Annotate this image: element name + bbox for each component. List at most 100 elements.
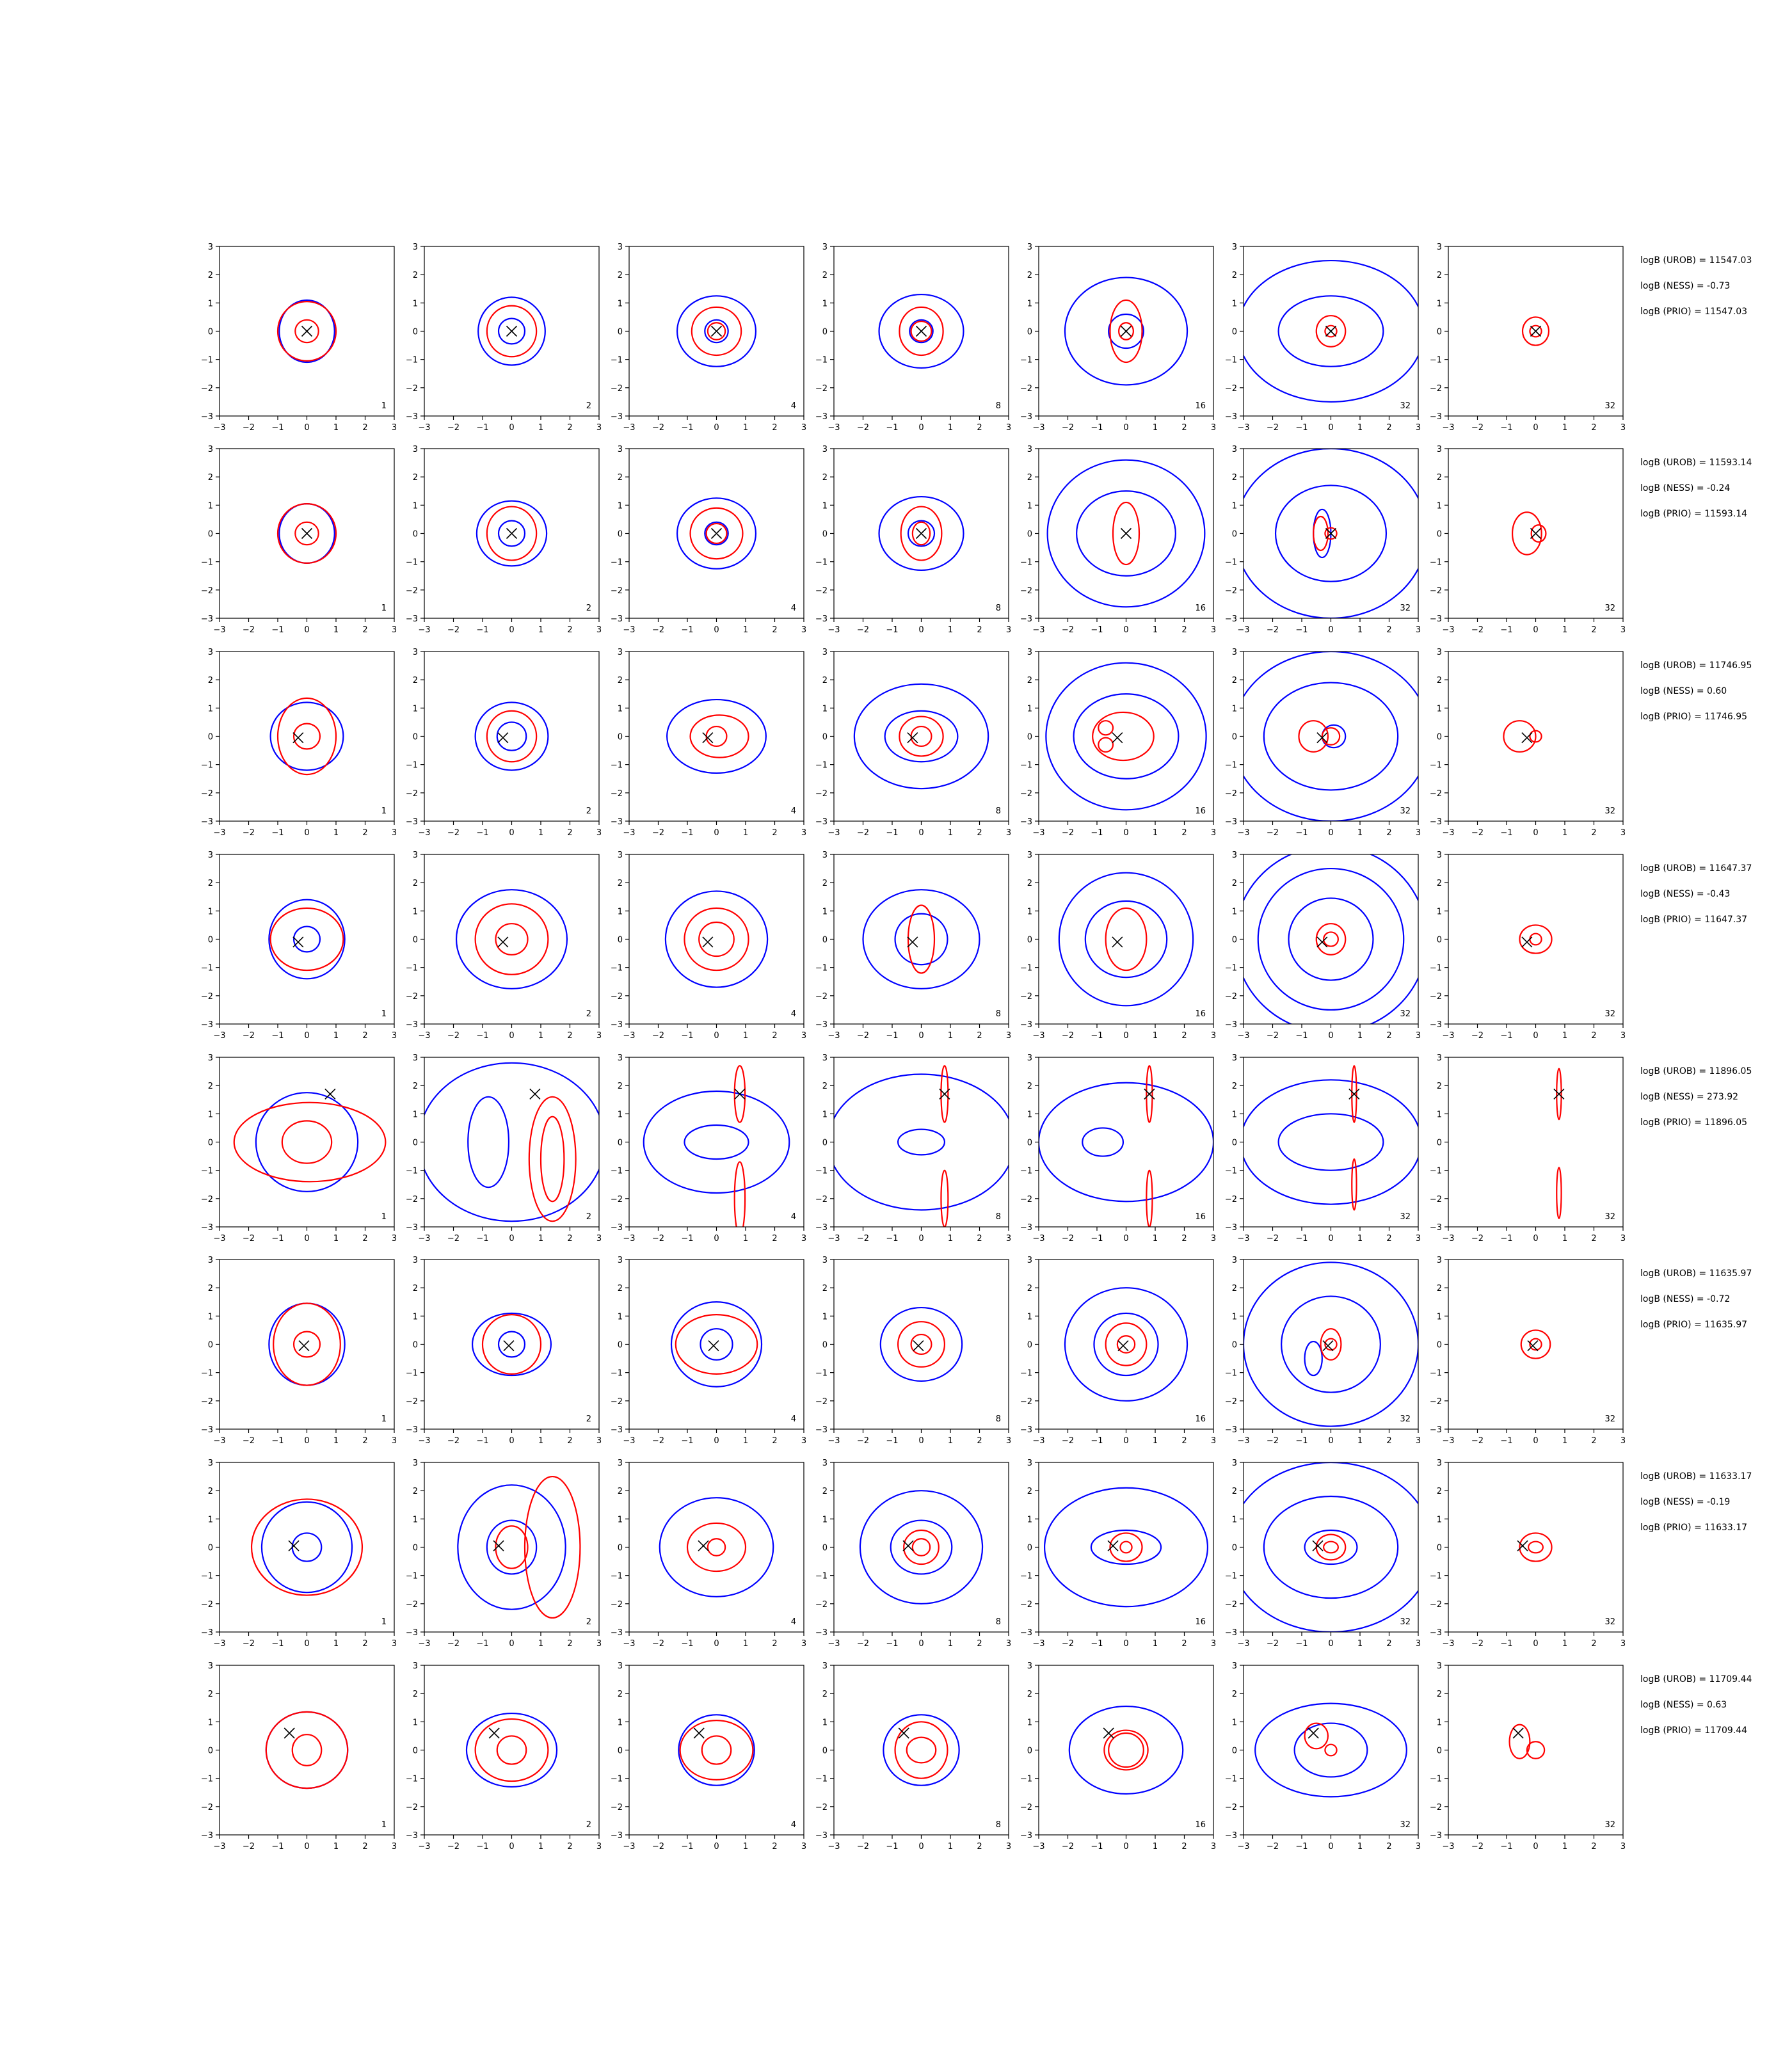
x-tick-label: −2 <box>652 1639 664 1649</box>
x-tick-label: 2 <box>772 1436 777 1446</box>
x-tick-label: 0 <box>509 1031 514 1041</box>
x-tick-label: −3 <box>1237 1436 1249 1446</box>
panel-count-label: 32 <box>1604 1009 1615 1019</box>
x-tick-label: 1 <box>743 1234 748 1244</box>
y-tick-label: 1 <box>822 704 828 714</box>
x-tick-label: 0 <box>918 625 924 635</box>
x-tick-label: −3 <box>418 1031 430 1041</box>
y-tick-label: −2 <box>406 1397 418 1407</box>
x-tick-label: 0 <box>714 423 719 433</box>
blue-contour <box>834 1073 1009 1211</box>
blue-contour <box>897 1128 945 1156</box>
x-tick-label: 1 <box>538 828 543 838</box>
axes-frame <box>1448 1462 1624 1633</box>
subplot: −3−3 −2 −2 −1 −1 0 0 1 1 2 2 3 3 8 <box>815 243 1011 433</box>
red-contour <box>1315 1533 1347 1561</box>
y-tick-label: 3 <box>1027 1053 1032 1063</box>
y-tick-label: −1 <box>1430 1167 1442 1176</box>
panel-count-label: 1 <box>381 1212 387 1222</box>
x-tick-label: 1 <box>333 1234 339 1244</box>
red-contour <box>1098 737 1114 753</box>
panel-count-label: 8 <box>996 1009 1001 1019</box>
x-tick-label: 1 <box>333 423 339 433</box>
x-marker <box>1144 1088 1155 1100</box>
blue-contour <box>1108 313 1144 349</box>
y-tick-label: 1 <box>208 704 213 714</box>
y-tick-label: −2 <box>1430 384 1442 394</box>
subplot: −3−3 −2 −2 −1 −1 0 0 1 1 2 2 3 3 32 <box>1225 1459 1421 1649</box>
y-tick-label: −3 <box>1225 412 1237 422</box>
panel-count-label: 4 <box>791 1212 796 1222</box>
y-tick-label: −3 <box>406 1223 418 1233</box>
x-tick-label: 0 <box>1328 625 1333 635</box>
y-tick-label: −2 <box>201 1600 213 1610</box>
y-tick-label: 3 <box>1232 1459 1237 1468</box>
x-marker <box>497 936 509 948</box>
axes-frame <box>1243 651 1419 822</box>
y-tick-label: 0 <box>822 733 828 742</box>
y-tick-label: 1 <box>1232 1110 1237 1119</box>
x-tick-label: −3 <box>213 1031 225 1041</box>
x-tick-label: −1 <box>1500 1842 1512 1852</box>
x-tick-label: −1 <box>886 1031 898 1041</box>
subplot: −3−3 −2 −2 −1 −1 0 0 1 1 2 2 3 3 2 <box>406 1661 602 1852</box>
x-tick-label: −2 <box>1267 1436 1279 1446</box>
x-tick-label: −1 <box>681 1031 693 1041</box>
y-tick-label: 0 <box>1437 1139 1442 1148</box>
blue-contour <box>704 521 729 546</box>
y-tick-label: −3 <box>201 1831 213 1841</box>
y-tick-label: −1 <box>1430 1369 1442 1379</box>
y-tick-label: −2 <box>815 1195 828 1204</box>
panel-count-label: 16 <box>1195 604 1206 613</box>
y-tick-label: −1 <box>1430 964 1442 973</box>
blue-contour <box>676 497 757 570</box>
blue-contour <box>1277 295 1384 367</box>
red-contour <box>940 1065 949 1123</box>
x-tick-label: 2 <box>1591 1436 1596 1446</box>
x-tick-label: −2 <box>857 1234 869 1244</box>
y-tick-label: 3 <box>1232 648 1237 657</box>
y-tick-label: −2 <box>611 1397 623 1407</box>
x-tick-label: −2 <box>1267 1639 1279 1649</box>
x-tick-label: 0 <box>1328 423 1333 433</box>
x-tick-label: −3 <box>623 1234 635 1244</box>
blue-contour <box>496 721 527 751</box>
x-tick-label: 0 <box>714 1031 719 1041</box>
x-tick-label: 1 <box>1357 625 1363 635</box>
y-tick-label: 2 <box>1437 676 1442 685</box>
panel-count-label: 2 <box>586 604 591 613</box>
y-tick-label: −2 <box>815 586 828 596</box>
panel-count-label: 32 <box>1400 1820 1411 1830</box>
x-tick-label: 1 <box>1562 1031 1567 1041</box>
y-tick-label: 2 <box>1437 1487 1442 1496</box>
x-marker <box>506 527 518 540</box>
y-tick-label: −1 <box>406 1167 418 1176</box>
panel-count-label: 4 <box>791 1414 796 1424</box>
red-contour <box>1520 1329 1551 1359</box>
x-tick-label: 1 <box>948 1234 953 1244</box>
x-tick-label: 3 <box>596 1234 602 1244</box>
subplot: −3−3 −2 −2 −1 −1 0 0 1 1 2 2 3 3 32 <box>1430 445 1626 635</box>
x-tick-label: 1 <box>948 625 953 635</box>
x-tick-label: 3 <box>1416 1436 1421 1446</box>
x-marker <box>497 732 509 744</box>
x-marker <box>301 325 313 337</box>
blue-contour <box>1043 1487 1208 1608</box>
subplot: −3−3 −2 −2 −1 −1 0 0 1 1 2 2 3 3 8 <box>815 648 1011 838</box>
x-tick-label: −2 <box>1062 1234 1074 1244</box>
x-marker <box>1517 1540 1528 1551</box>
x-tick-label: −3 <box>1442 1639 1454 1649</box>
y-tick-label: −2 <box>1225 992 1237 1002</box>
y-tick-label: 3 <box>1027 648 1032 657</box>
blue-contour <box>664 890 769 988</box>
y-tick-label: 0 <box>1437 1341 1442 1350</box>
y-tick-label: −2 <box>1430 1397 1442 1407</box>
x-tick-label: 1 <box>1153 1234 1158 1244</box>
y-tick-label: 1 <box>822 907 828 916</box>
blue-contour <box>1244 1079 1418 1205</box>
blue-contour <box>700 1328 733 1361</box>
y-tick-label: 2 <box>413 271 418 280</box>
x-tick-label: −2 <box>243 1842 255 1852</box>
panel-count-label: 8 <box>996 604 1001 613</box>
blue-contour <box>467 1096 510 1188</box>
